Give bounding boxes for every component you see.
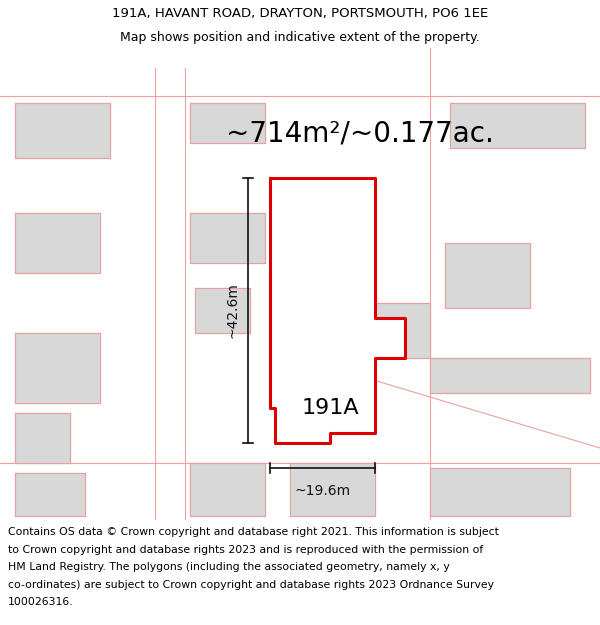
Polygon shape xyxy=(290,463,375,516)
Text: HM Land Registry. The polygons (including the associated geometry, namely x, y: HM Land Registry. The polygons (includin… xyxy=(8,562,450,572)
Polygon shape xyxy=(450,103,585,148)
Polygon shape xyxy=(15,213,100,273)
Text: 191A: 191A xyxy=(301,398,359,418)
Text: ~42.6m: ~42.6m xyxy=(226,282,240,339)
Polygon shape xyxy=(190,103,265,143)
Polygon shape xyxy=(15,103,110,158)
Text: 191A, HAVANT ROAD, DRAYTON, PORTSMOUTH, PO6 1EE: 191A, HAVANT ROAD, DRAYTON, PORTSMOUTH, … xyxy=(112,7,488,20)
Text: to Crown copyright and database rights 2023 and is reproduced with the permissio: to Crown copyright and database rights 2… xyxy=(8,545,483,555)
Polygon shape xyxy=(15,333,100,403)
Text: ~19.6m: ~19.6m xyxy=(295,484,350,498)
Polygon shape xyxy=(430,468,570,516)
Text: co-ordinates) are subject to Crown copyright and database rights 2023 Ordnance S: co-ordinates) are subject to Crown copyr… xyxy=(8,580,494,590)
Polygon shape xyxy=(195,288,250,333)
Text: ~714m²/~0.177ac.: ~714m²/~0.177ac. xyxy=(226,119,494,147)
Polygon shape xyxy=(190,463,265,516)
Text: 100026316.: 100026316. xyxy=(8,598,74,608)
Polygon shape xyxy=(430,358,590,393)
Polygon shape xyxy=(275,343,370,408)
Polygon shape xyxy=(270,178,405,443)
Polygon shape xyxy=(370,303,430,358)
Polygon shape xyxy=(445,243,530,308)
Text: Contains OS data © Crown copyright and database right 2021. This information is : Contains OS data © Crown copyright and d… xyxy=(8,528,499,538)
Polygon shape xyxy=(15,473,85,516)
Polygon shape xyxy=(15,413,70,463)
Polygon shape xyxy=(190,213,265,263)
Text: Map shows position and indicative extent of the property.: Map shows position and indicative extent… xyxy=(120,31,480,44)
